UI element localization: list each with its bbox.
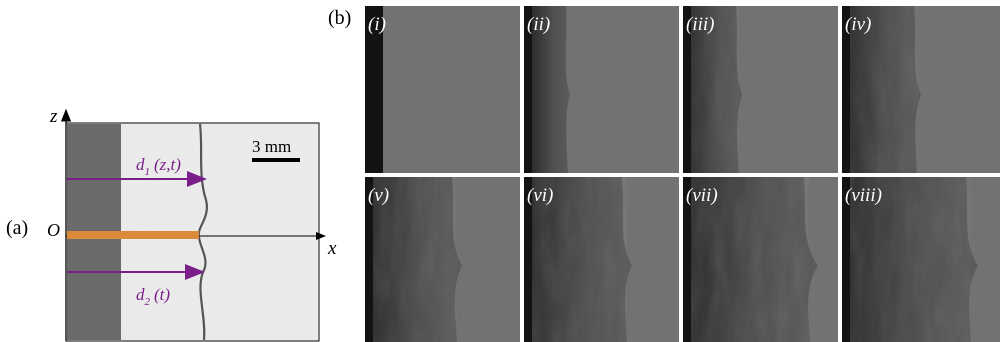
x-axis-label: x [327,238,337,259]
panel-a-label: (a) [6,217,28,239]
frame-label: (ii) [527,14,550,35]
frame-label: (iv) [845,14,871,35]
frame-7: (vii) [683,177,838,342]
d1-label: d1 (z,t) [136,155,181,178]
panel-a: (a) z x O 3 mm d1 (z,t) d2 (t) [6,106,337,342]
frame-label: (vii) [686,185,718,206]
panel-b-label: (b) [328,7,351,29]
frame-3: (iii) [683,6,838,173]
scale-bar [252,158,300,162]
z-axis-label: z [49,106,58,127]
frame-label: (viii) [845,185,882,206]
frame-label: (vi) [527,185,553,206]
frame-label: (v) [368,185,389,206]
scale-bar-label: 3 mm [252,137,291,156]
frame-6: (vi) [524,177,679,342]
d2-label: d2 (t) [136,285,170,308]
frame-label: (i) [368,14,386,35]
frame-4: (iv) [842,6,1000,173]
panel-b: (b) (i) (ii) (iii) [328,6,1000,342]
frame-1: (i) [365,6,520,173]
orange-bar [67,231,199,239]
frame-label: (iii) [686,14,715,35]
origin-label: O [47,220,60,240]
frame-5: (v) [365,177,520,342]
frame-2: (ii) [524,6,679,173]
frame-8: (viii) [842,177,1000,342]
